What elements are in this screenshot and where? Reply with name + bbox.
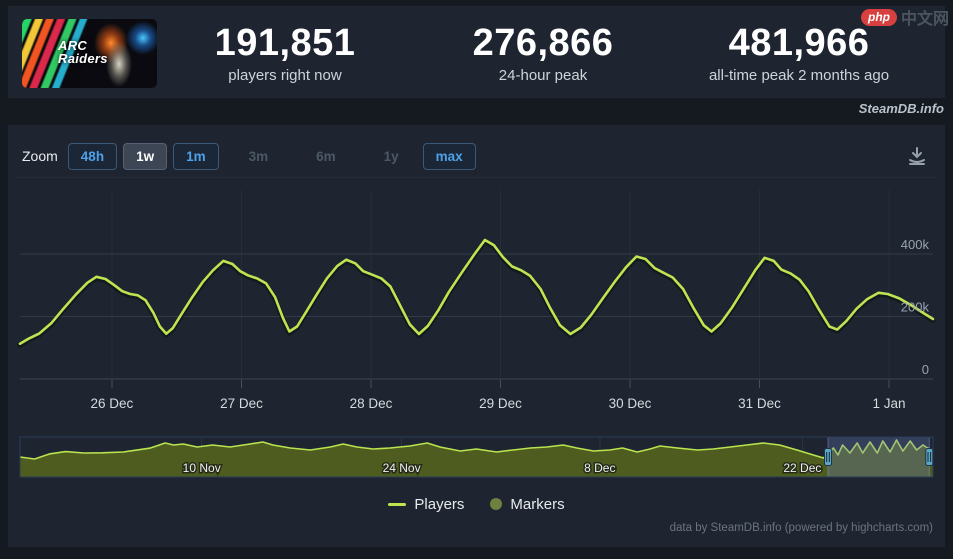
y-axis-label: 400k [901,237,930,252]
x-axis-label: 30 Dec [609,396,652,411]
alltime-peak-value: 481,966 [728,22,870,64]
current-players-value: 191,851 [214,22,356,64]
stat-24h-peak: 276,866 24-hour peak [443,24,643,84]
zoom-toolbar: Zoom 48h 1w 1m 3m 6m 1y max [22,142,482,170]
steamdb-site-credit[interactable]: SteamDB.info [858,101,944,116]
zoom-buttons: 48h 1w 1m 3m 6m 1y max [67,142,482,170]
player-chart-panel: 26 Dec 27 Dec 28 Dec 29 Dec 30 Dec 31 Dec 1 Ja… [8,125,945,547]
x-axis-label: 28 Dec [350,396,393,411]
navigator-handle-left[interactable] [824,448,832,466]
zoom-button-6m: 6m [304,143,348,170]
banner-game-title: ARC Raiders [58,38,108,66]
navigator-handle-right-grip [925,448,934,466]
stat-current-players: 191,851 players right now [185,24,385,84]
legend-label: Players [414,495,465,513]
banner-blue-glow [126,21,157,55]
navigator-date-label: 22 Dec [783,461,821,475]
game-stats-header: ARC Raiders 191,851 players right now 27… [8,6,945,98]
navigator-date-label: 8 Dec [584,461,615,475]
chart-legend: Players Markers [8,490,945,518]
players-line-shadow [17,239,936,348]
php-badge: php [860,8,897,26]
toolbar-divider [16,177,937,178]
navigator-handle-left-grip [824,448,832,466]
stat-alltime-peak: 481,966 all-time peak 2 months ago [659,24,939,84]
players-legend-line-icon [388,502,407,506]
x-axis-label: 1 Jan [872,396,905,411]
zoom-button-3m: 3m [237,143,281,170]
zoom-button-max[interactable]: max [422,142,476,170]
zoom-label: Zoom [22,148,58,164]
navigator-date-label: 24 Nov [383,461,421,475]
player-count-chart[interactable]: 26 Dec 27 Dec 28 Dec 29 Dec 30 Dec 31 Dec 1 Ja… [8,125,945,547]
peak-24h-label: 24-hour peak [498,67,588,84]
legend-item-markers[interactable]: Markers [490,495,565,513]
players-line[interactable] [18,238,935,345]
legend-item-players[interactable]: Players [388,496,464,513]
y-axis-label: 200k [901,300,930,315]
current-players-label: players right now [228,67,342,84]
php-cn-watermark: php 中文网 [860,5,949,29]
zoom-button-1y: 1y [372,143,411,170]
x-axis-label: 29 Dec [479,396,522,411]
x-axis-label: 27 Dec [220,396,263,411]
download-icon [909,147,925,165]
y-axis-label: 0 [922,362,929,377]
alltime-peak-label: all-time peak 2 months ago [708,67,890,84]
zoom-button-1w[interactable]: 1w [123,142,168,170]
game-banner[interactable]: ARC Raiders [22,19,157,88]
x-axis-label: 26 Dec [91,396,134,411]
banner-character [106,41,132,87]
legend-label: Markers [510,495,565,513]
zoom-button-48h[interactable]: 48h [67,142,118,170]
export-download-button[interactable] [903,145,931,171]
navigator-area[interactable] [20,440,933,477]
x-axis-label: 31 Dec [738,396,781,411]
watermark-text: 中文网 [900,11,949,28]
navigator-handle-right[interactable] [925,448,934,466]
zoom-button-1m[interactable]: 1m [173,142,219,170]
navigator-line [19,439,934,460]
highcharts-credits[interactable]: data by SteamDB.info (powered by highcha… [669,522,933,534]
navigator-date-label: 10 Nov [183,461,221,475]
navigator-selection[interactable] [827,436,930,478]
markers-legend-circle-icon [490,498,503,510]
peak-24h-value: 276,866 [472,22,614,64]
